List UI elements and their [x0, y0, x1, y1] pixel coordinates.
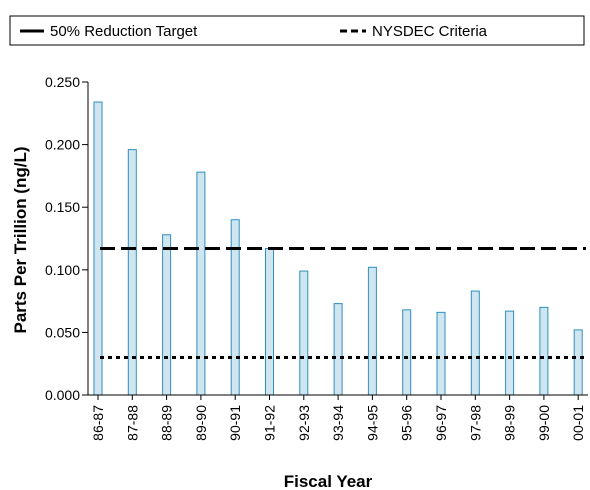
x-axis-title: Fiscal Year: [284, 472, 373, 490]
legend-label-nysdec-criteria: NYSDEC Criteria: [372, 23, 488, 40]
bar: [573, 329, 583, 396]
legend-frame: [9, 15, 585, 46]
x-tick-label: 88-89: [159, 405, 175, 441]
bar: [505, 310, 515, 396]
x-tick-label: 89-90: [193, 405, 209, 441]
x-tick-label: 91-92: [262, 405, 278, 441]
y-tick-label: 0.150: [45, 199, 80, 215]
x-tick-label: 97-98: [467, 405, 483, 441]
x-axis-ticks: 86-87 87-88 88-89 89-90 90-91 91-92 92-93 93-94…: [90, 395, 586, 441]
bar: [539, 306, 549, 396]
x-tick-label: 99-00: [536, 405, 552, 441]
legend-label-reduction-target: 50% Reduction Target: [50, 23, 198, 40]
bar: [367, 266, 377, 396]
bar: [436, 311, 446, 396]
y-axis-ticks: 0.000 0.050 0.100 0.150 0.200 0.250: [45, 74, 88, 403]
x-tick-label: 96-97: [433, 405, 449, 441]
x-tick-label: 94-95: [364, 405, 380, 441]
bar: [265, 248, 274, 396]
bar: [470, 290, 480, 396]
y-tick-label: 0.050: [45, 324, 80, 340]
y-tick-label: 0.100: [45, 262, 80, 278]
bar: [196, 171, 206, 396]
x-tick-label: 92-93: [296, 405, 312, 441]
x-tick-label: 95-96: [399, 405, 415, 441]
x-tick-label: 86-87: [90, 405, 106, 441]
x-tick-label: 93-94: [330, 405, 346, 441]
bar: [162, 234, 172, 396]
x-tick-label: 90-91: [227, 405, 243, 441]
legend: 50% Reduction Target NYSDEC Criteria: [9, 15, 585, 46]
bar: [402, 309, 412, 396]
x-tick-label: 87-88: [124, 405, 140, 441]
y-tick-label: 0.250: [45, 74, 80, 90]
bar: [299, 270, 309, 396]
x-tick-label: 98-99: [502, 405, 518, 441]
y-axis-title: Parts Per Trillion (ng/L): [11, 146, 30, 333]
y-tick-label: 0.000: [45, 387, 80, 403]
bar: [230, 219, 240, 396]
x-tick-label: 00-01: [570, 405, 586, 441]
reference-lines: [100, 247, 586, 359]
bar: [333, 303, 343, 396]
y-tick-label: 0.200: [45, 137, 80, 153]
